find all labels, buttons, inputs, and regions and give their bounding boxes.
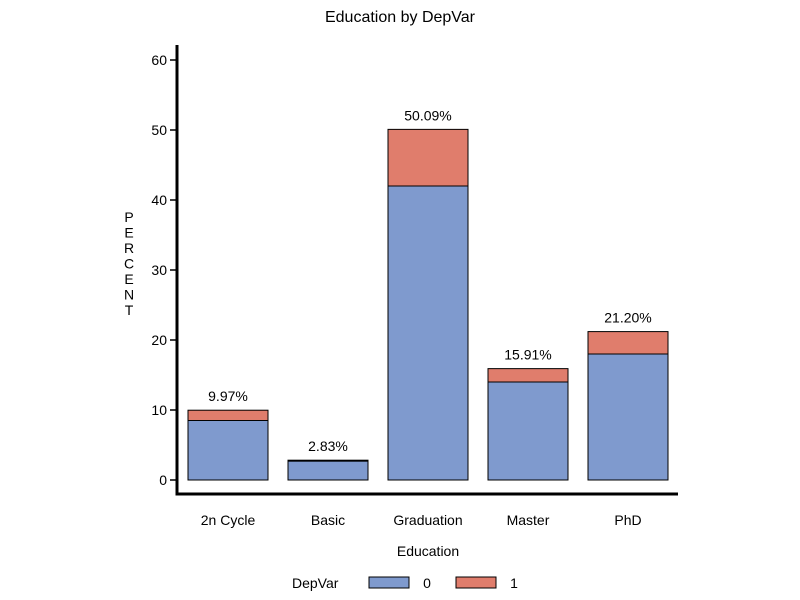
y-axis-label-letter: P xyxy=(124,209,133,225)
x-axis-label: Education xyxy=(397,543,459,559)
bars: 9.97% 2.83% 50.09% 15.91% 21.20% xyxy=(187,107,669,481)
bar-segment-1 xyxy=(187,409,269,421)
bar-segment-0 xyxy=(287,460,369,481)
bar-total-label: 15.91% xyxy=(504,347,551,363)
y-tick-label: 50 xyxy=(151,122,167,138)
x-tick-label: Master xyxy=(507,512,550,528)
legend-title: DepVar xyxy=(292,575,339,591)
bar-segment-0 xyxy=(587,353,669,481)
bar-total-label: 9.97% xyxy=(208,388,248,404)
bar-total-label: 21.20% xyxy=(604,310,651,326)
bar-segment-0 xyxy=(387,185,469,481)
bar-segment-0 xyxy=(187,420,269,481)
y-axis-label-letter: E xyxy=(124,225,133,241)
y-tick-label: 60 xyxy=(151,52,167,68)
y-tick-label: 40 xyxy=(151,192,167,208)
x-axis: 2n Cycle Basic Graduation Master PhD xyxy=(175,492,678,528)
bar-total-label: 50.09% xyxy=(404,107,451,123)
bar-segment-0 xyxy=(487,381,569,481)
x-tick-label: 2n Cycle xyxy=(201,512,256,528)
y-axis-label-letter: N xyxy=(124,287,134,303)
y-axis-label-letter: E xyxy=(124,271,133,287)
y-axis-label-letter: T xyxy=(125,302,134,318)
chart-title: Education by DepVar xyxy=(325,9,476,26)
legend-swatch-0 xyxy=(368,576,410,589)
bar-segment-1 xyxy=(387,128,469,187)
bar-segment-1 xyxy=(587,331,669,355)
x-tick-label: Basic xyxy=(311,512,345,528)
bar-segment-1 xyxy=(487,368,569,383)
y-axis-label-letter: C xyxy=(124,256,134,272)
legend: DepVar 0 1 xyxy=(292,575,518,591)
y-tick-label: 0 xyxy=(159,472,167,488)
legend-label: 1 xyxy=(510,575,518,591)
y-tick-label: 20 xyxy=(151,332,167,348)
bar-segment-1 xyxy=(287,459,369,462)
bar-total-label: 2.83% xyxy=(308,438,348,454)
y-axis: 0 10 20 30 40 50 60 xyxy=(151,45,179,496)
x-tick-label: PhD xyxy=(614,512,641,528)
legend-swatch-1 xyxy=(455,576,497,589)
legend-label: 0 xyxy=(423,575,431,591)
y-axis-label-letter: R xyxy=(124,240,134,256)
x-tick-label: Graduation xyxy=(393,512,462,528)
y-tick-label: 30 xyxy=(151,262,167,278)
y-tick-label: 10 xyxy=(151,402,167,418)
